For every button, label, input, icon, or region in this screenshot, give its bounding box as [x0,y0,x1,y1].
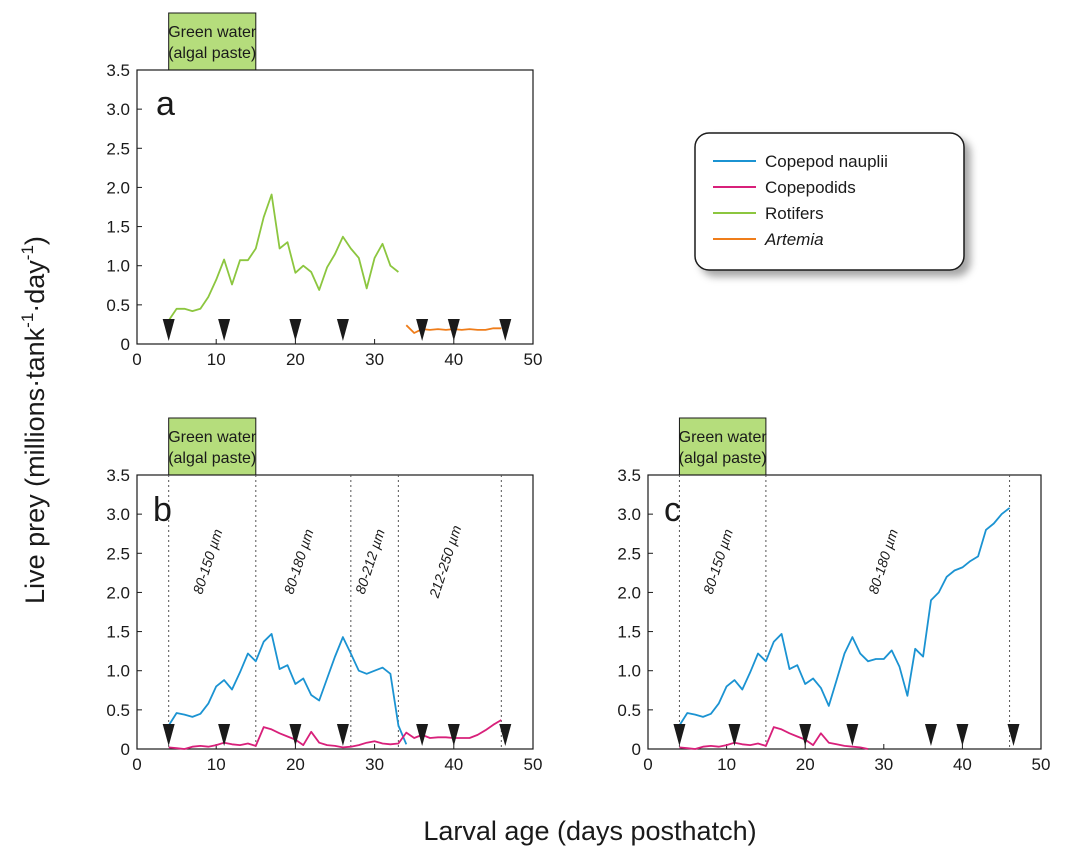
x-tick-label: 10 [207,755,226,774]
series-line-copepodids [679,726,869,750]
y-tick-label: 1.0 [106,257,130,276]
feeding-marker [846,724,859,746]
x-tick-label: 10 [207,350,226,369]
plot-frame [647,474,1042,750]
series-line-copepod-nauplii [167,633,408,745]
feeding-marker [336,319,349,341]
x-tick-label: 50 [524,755,543,774]
x-tick-label: 10 [717,755,736,774]
feeding-marker [956,724,969,746]
green-water-box [168,417,257,484]
feeding-marker [499,319,512,341]
legend-label: Artemia [764,230,824,249]
x-tick-label: 0 [132,755,141,774]
y-tick-label: 3.0 [106,100,130,119]
y-tick-label: 1.0 [617,662,641,681]
x-tick-label: 30 [365,755,384,774]
feeding-marker [162,724,175,746]
x-tick-label: 20 [286,755,305,774]
y-tick-label: 1.0 [106,662,130,681]
series-line-copepod-nauplii [678,507,1011,726]
panel-letter: c [664,491,681,529]
panel-b: Green water(algal paste)80-150 µm 80-180 … [106,417,543,774]
y-tick-label: 2.0 [617,583,641,602]
y-tick-label: 0 [121,335,130,354]
x-tick-label: 40 [444,755,463,774]
y-tick-label: 3.0 [106,505,130,524]
feeding-marker [499,724,512,746]
legend: Copepod nauplii Copepodids Rotifers Artemia [694,132,965,271]
feeding-marker [162,319,175,341]
y-tick-label: 2.5 [106,139,130,158]
x-tick-label: 20 [286,350,305,369]
feeding-marker [447,724,460,746]
green-water-label-line2: (algal paste) [168,45,256,62]
feeding-marker [447,319,460,341]
feeding-marker [1007,724,1020,746]
y-axis-title: Live prey (millions·tank-1·day-1) [18,236,50,604]
x-tick-label: 40 [444,350,463,369]
panel-a: Green water (algal paste) 0 10 20 30 40 50 0 0.5 1… [106,12,543,369]
feeding-marker [218,724,231,746]
green-water-label-line1: Green water [679,429,768,446]
x-tick-label: 50 [1032,755,1051,774]
x-tick-label: 0 [132,350,141,369]
feeding-marker [416,724,429,746]
feeding-marker [924,724,937,746]
feeding-marker [673,724,686,746]
plot-frame [136,69,534,345]
y-tick-label: 1.5 [106,218,130,237]
panel-letter: b [153,491,172,529]
panel-letter: a [156,85,175,123]
y-tick-label: 1.5 [106,623,130,642]
legend-label: Rotifers [765,204,824,223]
x-tick-label: 40 [953,755,972,774]
x-tick-label: 30 [874,755,893,774]
series-line-rotifers [167,193,399,322]
panel-c: Green water(algal paste)80-150 µm 80-180 … [617,417,1051,774]
feeding-marker [416,319,429,341]
feeding-marker [218,319,231,341]
feeding-marker [336,724,349,746]
y-tick-label: 3.0 [617,505,641,524]
y-tick-label: 2.5 [617,544,641,563]
x-axis-title: Larval age (days posthatch) [423,816,756,846]
y-tick-label: 0.5 [106,296,130,315]
y-tick-label: 0 [121,740,130,759]
legend-box [694,132,965,271]
feeding-marker [289,724,302,746]
y-tick-label: 3.5 [617,466,641,485]
x-tick-label: 30 [365,350,384,369]
green-water-label-line1: Green water [168,24,257,41]
y-tick-label: 3.5 [106,466,130,485]
y-tick-label: 1.5 [617,623,641,642]
feeding-marker [799,724,812,746]
y-tick-label: 0.5 [106,701,130,720]
x-tick-label: 20 [796,755,815,774]
green-water-label-line2: (algal paste) [168,450,256,467]
y-tick-label: 2.0 [106,178,130,197]
feeding-marker [728,724,741,746]
x-tick-label: 0 [643,755,652,774]
x-tick-label: 50 [524,350,543,369]
plot-frame [136,474,534,750]
y-tick-label: 2.5 [106,544,130,563]
y-tick-label: 0 [632,740,641,759]
feeding-marker [289,319,302,341]
legend-label: Copepodids [765,178,856,197]
y-tick-label: 2.0 [106,583,130,602]
y-tick-label: 3.5 [106,61,130,80]
green-water-box [678,417,767,484]
legend-label: Copepod nauplii [765,152,888,171]
green-water-label-line2: (algal paste) [679,450,767,467]
green-water-box [168,12,257,79]
green-water-label-line1: Green water [168,429,257,446]
y-tick-label: 0.5 [617,701,641,720]
